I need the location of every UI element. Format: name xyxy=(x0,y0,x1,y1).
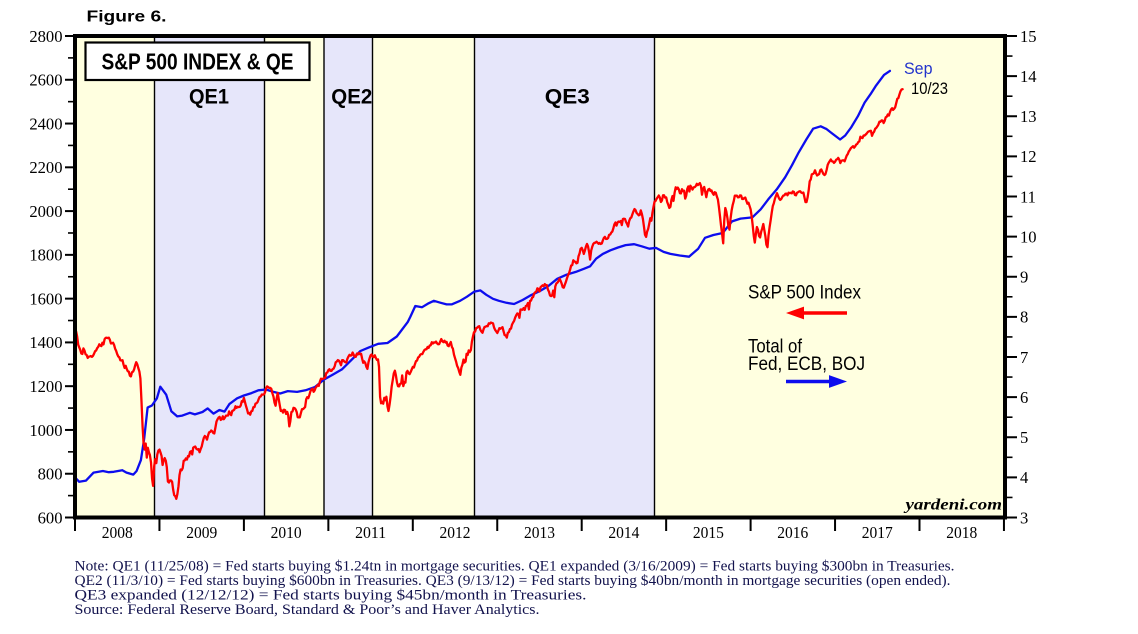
svg-text:2018: 2018 xyxy=(946,523,977,542)
svg-text:6: 6 xyxy=(1020,388,1028,407)
svg-text:2008: 2008 xyxy=(102,523,133,542)
svg-text:2400: 2400 xyxy=(29,114,62,133)
svg-text:2010: 2010 xyxy=(271,523,302,542)
svg-text:600: 600 xyxy=(38,508,63,527)
svg-text:10: 10 xyxy=(1020,227,1037,246)
svg-text:2013: 2013 xyxy=(524,523,555,542)
svg-text:Note: QE1 (11/25/08) = Fed sta: Note: QE1 (11/25/08) = Fed starts buying… xyxy=(75,558,955,574)
svg-text:11: 11 xyxy=(1020,187,1036,206)
svg-text:S&P 500 INDEX & QE: S&P 500 INDEX & QE xyxy=(102,49,294,75)
svg-text:1000: 1000 xyxy=(29,421,62,440)
svg-text:S&P 500 Index: S&P 500 Index xyxy=(748,283,861,304)
svg-text:2200: 2200 xyxy=(29,158,62,177)
svg-text:12: 12 xyxy=(1020,147,1037,166)
svg-text:yardeni.com: yardeni.com xyxy=(903,496,1002,514)
svg-text:1600: 1600 xyxy=(29,289,62,308)
svg-text:1200: 1200 xyxy=(29,377,62,396)
svg-text:Source: Federal Reserve Board,: Source: Federal Reserve Board, Standard … xyxy=(75,602,540,618)
svg-text:QE1: QE1 xyxy=(189,85,229,109)
svg-text:2015: 2015 xyxy=(693,523,724,542)
svg-text:QE2 (11/3/10) = Fed starts buy: QE2 (11/3/10) = Fed starts buying $600bn… xyxy=(75,573,951,589)
svg-text:Sep: Sep xyxy=(904,59,933,78)
svg-text:QE3 expanded (12/12/12) = Fed: QE3 expanded (12/12/12) = Fed starts buy… xyxy=(75,587,587,603)
svg-text:Fed, ECB, BOJ: Fed, ECB, BOJ xyxy=(748,354,865,375)
svg-text:2009: 2009 xyxy=(186,523,217,542)
svg-text:2600: 2600 xyxy=(29,71,62,90)
svg-text:15: 15 xyxy=(1020,27,1037,46)
svg-text:2012: 2012 xyxy=(440,523,471,542)
svg-text:QE2: QE2 xyxy=(331,85,372,109)
svg-text:2000: 2000 xyxy=(29,202,62,221)
svg-text:2016: 2016 xyxy=(777,523,808,542)
svg-text:14: 14 xyxy=(1020,67,1037,86)
svg-text:Total of: Total of xyxy=(748,337,803,358)
svg-text:2014: 2014 xyxy=(608,523,640,542)
svg-text:2800: 2800 xyxy=(29,27,62,46)
svg-text:Figure 6.: Figure 6. xyxy=(87,9,167,26)
svg-text:3: 3 xyxy=(1020,508,1028,527)
svg-text:4: 4 xyxy=(1020,468,1029,487)
svg-text:13: 13 xyxy=(1020,107,1037,126)
svg-text:1400: 1400 xyxy=(29,333,62,352)
svg-text:QE3: QE3 xyxy=(545,85,590,109)
svg-text:1800: 1800 xyxy=(29,246,62,265)
svg-text:9: 9 xyxy=(1020,268,1028,287)
svg-text:800: 800 xyxy=(38,465,63,484)
svg-text:8: 8 xyxy=(1020,308,1028,327)
svg-text:2011: 2011 xyxy=(355,523,386,542)
svg-text:5: 5 xyxy=(1020,428,1028,447)
svg-text:2017: 2017 xyxy=(862,523,893,542)
svg-text:10/23: 10/23 xyxy=(911,79,948,98)
svg-text:7: 7 xyxy=(1020,348,1028,367)
